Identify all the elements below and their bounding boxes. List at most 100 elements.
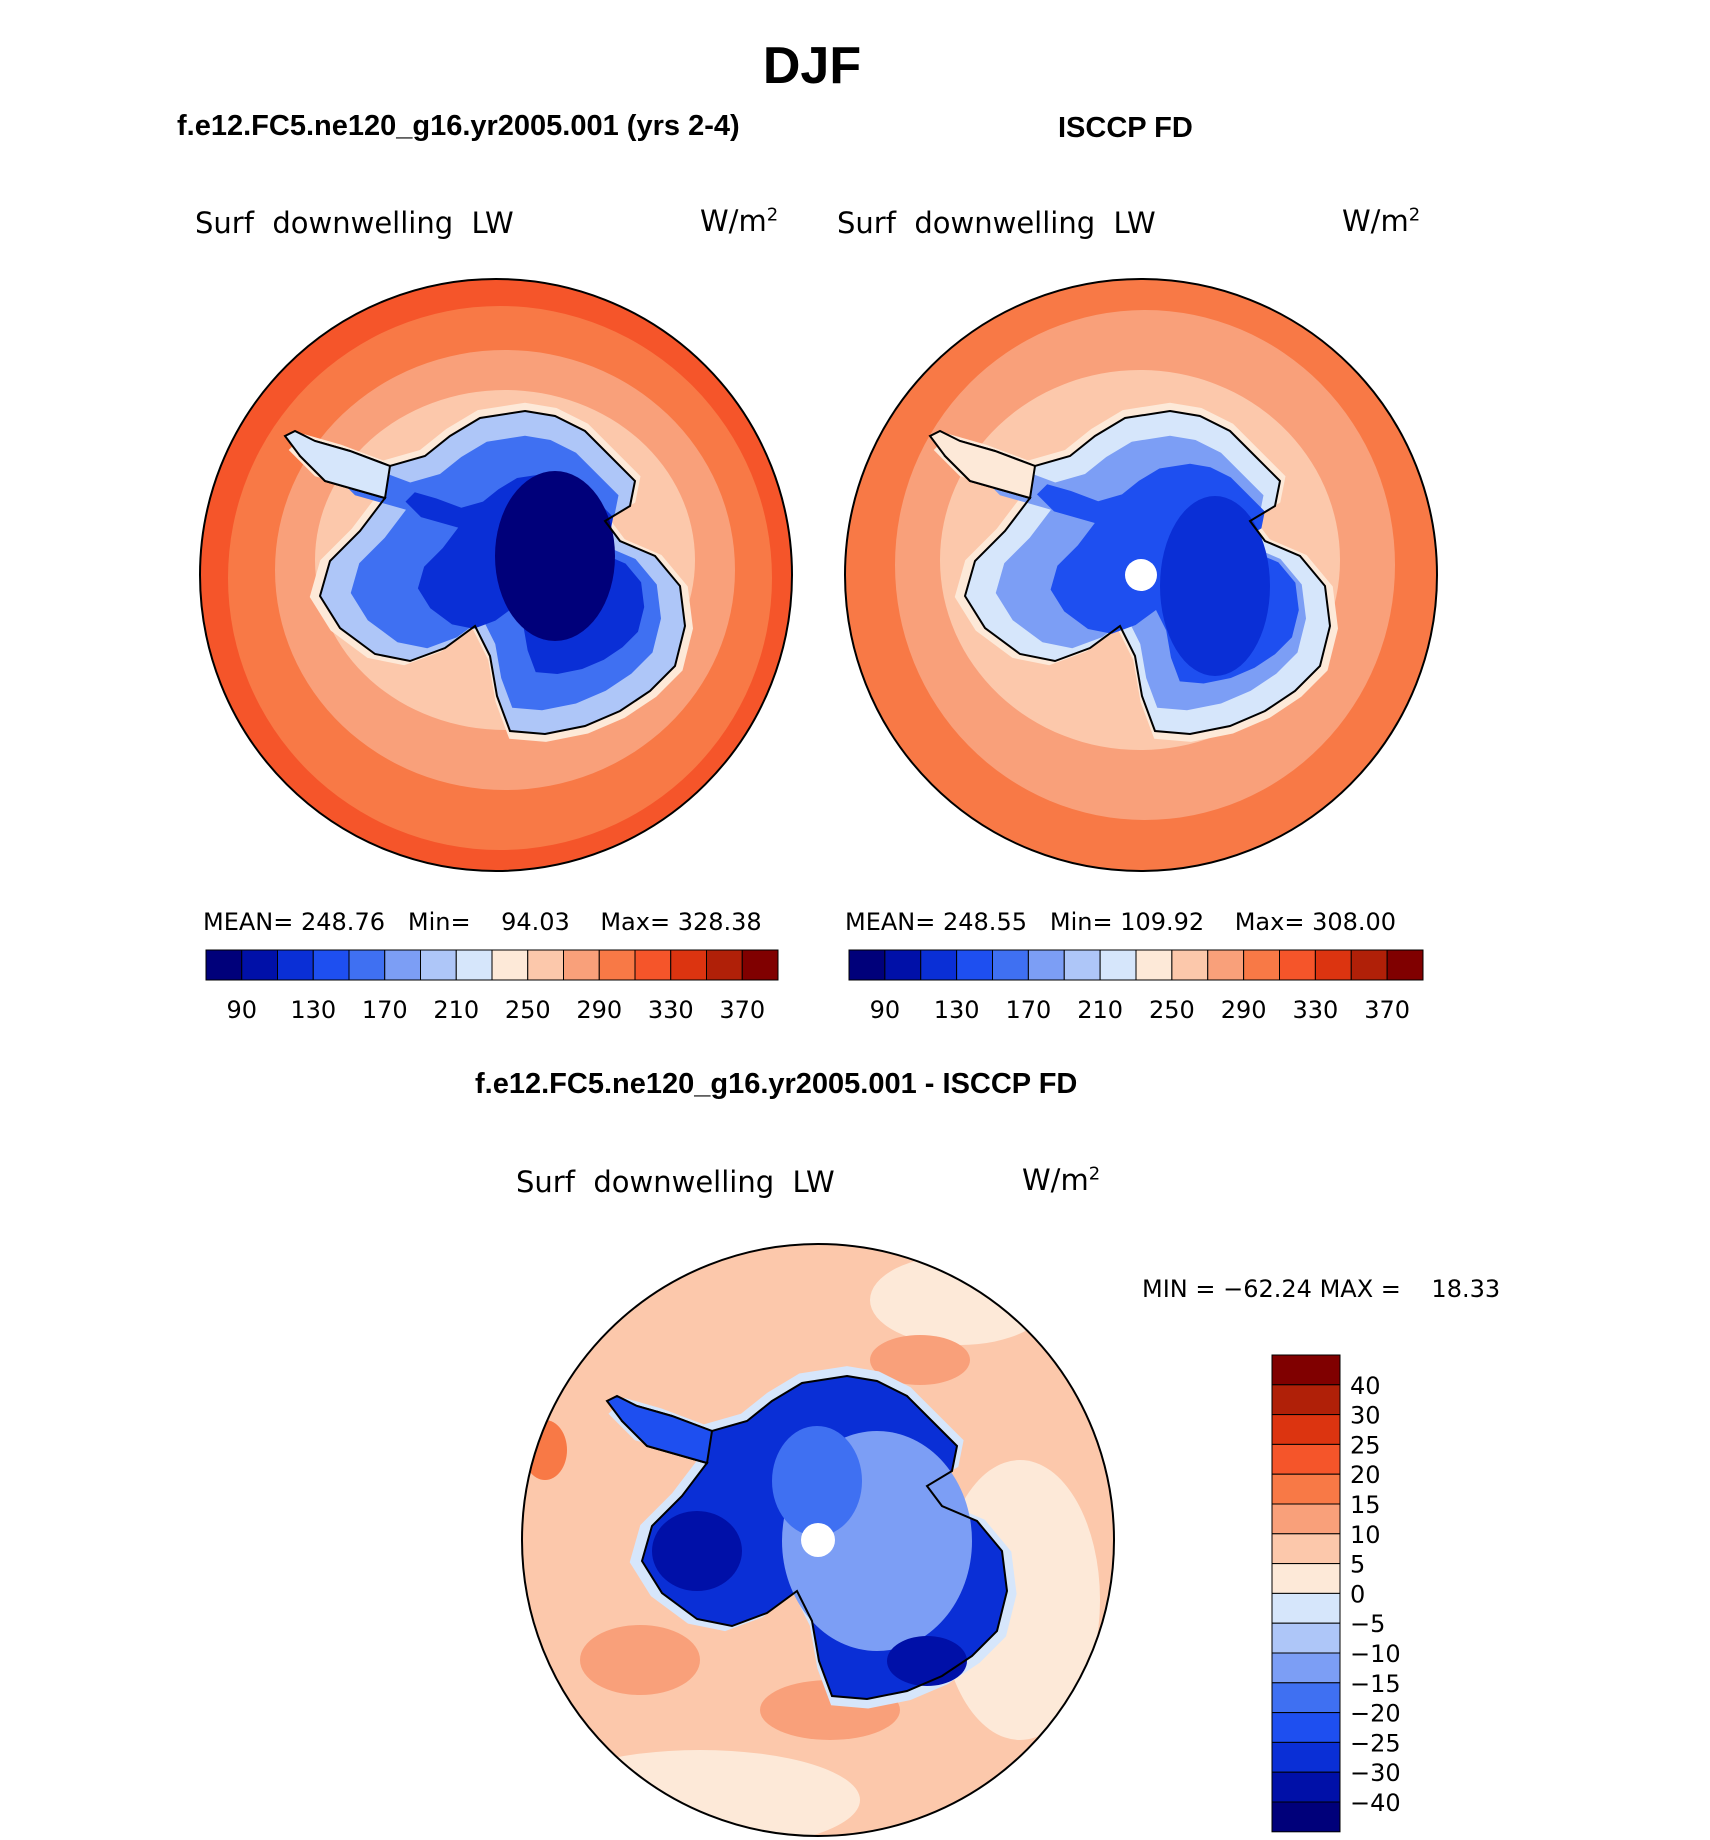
diff-units-label: W/m2 xyxy=(1022,1163,1100,1197)
diff-patch-d xyxy=(580,1625,700,1695)
diff-inland-b xyxy=(772,1426,862,1536)
model-colorbar-tick-label: 130 xyxy=(290,996,336,1024)
obs-colorbar-swatch xyxy=(1386,949,1424,981)
obs-plateau-core xyxy=(1160,496,1270,676)
diff-stats: MIN = −62.24 MAX = 18.33 xyxy=(1142,1275,1500,1303)
diff-colorbar-tick-label: −15 xyxy=(1350,1670,1401,1698)
diff-colorbar-swatch xyxy=(1271,1354,1341,1386)
diff-colorbar-swatch xyxy=(1271,1741,1341,1773)
obs-colorbar-swatch xyxy=(1243,949,1280,981)
model-units-label: W/m2 xyxy=(700,204,778,238)
obs-colorbar-swatch xyxy=(1027,949,1065,981)
diff-colorbar-tick-label: 40 xyxy=(1350,1372,1381,1400)
obs-colorbar-swatch xyxy=(1314,949,1352,981)
diff-colorbar-tick-label: 0 xyxy=(1350,1580,1365,1608)
obs-colorbar-swatch xyxy=(956,949,993,981)
diff-colorbar-tick-label: −40 xyxy=(1350,1789,1401,1817)
diff-colorbar-swatch xyxy=(1271,1414,1341,1445)
model-mean-label: MEAN= xyxy=(203,908,294,936)
obs-max-value: 308.00 xyxy=(1312,908,1397,936)
obs-colorbar-swatch xyxy=(1279,949,1316,981)
obs-map xyxy=(844,278,1438,872)
diff-colorbar-tick-label: 10 xyxy=(1350,1521,1381,1549)
model-colorbar-swatch xyxy=(491,949,529,981)
diff-colorbar-swatch xyxy=(1271,1622,1341,1654)
diff-inland-d xyxy=(887,1636,967,1686)
model-colorbar-tick-label: 290 xyxy=(576,996,622,1024)
obs-units-sup: 2 xyxy=(1408,204,1421,226)
obs-colorbar-swatch xyxy=(1207,949,1245,981)
obs-colorbar-tick-label: 210 xyxy=(1077,996,1123,1024)
model-colorbar-tick-label: 90 xyxy=(226,996,257,1024)
model-min-value: 94.03 xyxy=(501,908,570,936)
obs-colorbar-swatch xyxy=(1350,949,1388,981)
diff-max-label: MAX = xyxy=(1319,1275,1401,1303)
model-colorbar: 90 130 170 210 250 290 330 370 xyxy=(205,949,779,1024)
model-colorbar-swatch xyxy=(455,949,493,981)
diff-colorbar-tick-label: −25 xyxy=(1350,1729,1401,1757)
obs-max-label: Max= xyxy=(1234,908,1305,936)
diff-title: f.e12.FC5.ne120_g16.yr2005.001 - ISCCP F… xyxy=(475,1068,1078,1100)
model-colorbar-tick-label: 210 xyxy=(433,996,479,1024)
obs-title: ISCCP FD xyxy=(1058,112,1193,144)
model-colorbar-swatch xyxy=(563,949,600,981)
diff-colorbar-swatch xyxy=(1271,1682,1341,1714)
obs-colorbar-swatch xyxy=(1063,949,1101,981)
obs-colorbar-swatch xyxy=(1135,949,1173,981)
model-map xyxy=(199,278,793,872)
obs-colorbar-tick-label: 170 xyxy=(1005,996,1051,1024)
obs-colorbar: 90 130 170 210 250 290 330 370 xyxy=(848,949,1424,1024)
model-variable-label: Surf downwelling LW xyxy=(195,206,514,240)
model-colorbar-swatch xyxy=(706,949,743,981)
diff-inland-c xyxy=(652,1511,742,1591)
diff-colorbar-swatch xyxy=(1271,1503,1341,1535)
diff-colorbar-swatch xyxy=(1271,1473,1341,1505)
diff-colorbar-tick-label: −5 xyxy=(1350,1610,1385,1638)
obs-units-label: W/m2 xyxy=(1342,204,1420,238)
diff-units-sup: 2 xyxy=(1088,1163,1101,1185)
diff-polar-hole xyxy=(801,1523,835,1557)
diff-colorbar-tick-label: 30 xyxy=(1350,1402,1381,1430)
obs-colorbar-swatch xyxy=(884,949,922,981)
diff-colorbar-tick-label: 15 xyxy=(1350,1491,1381,1519)
obs-map-border xyxy=(844,278,1438,872)
diff-variable-label: Surf downwelling LW xyxy=(516,1165,835,1199)
model-colorbar-swatch xyxy=(205,949,243,981)
diff-colorbar-swatch xyxy=(1271,1712,1341,1743)
diff-colorbar-tick-label: 5 xyxy=(1350,1551,1365,1579)
obs-colorbar-swatch xyxy=(848,949,886,981)
model-max-value: 328.38 xyxy=(677,908,762,936)
diff-units: W/m xyxy=(1022,1163,1089,1197)
model-colorbar-swatch xyxy=(277,949,314,981)
diff-min-label: MIN = xyxy=(1142,1275,1216,1303)
diff-colorbar-swatch xyxy=(1271,1533,1341,1565)
model-map-border xyxy=(199,278,793,872)
model-plateau-core xyxy=(495,471,615,641)
diff-colorbar-tick-label: −30 xyxy=(1350,1759,1401,1787)
model-colorbar-tick-label: 250 xyxy=(505,996,551,1024)
model-colorbar-swatch xyxy=(420,949,457,981)
model-colorbar-swatch xyxy=(241,949,278,981)
model-colorbar-swatch xyxy=(741,949,779,981)
obs-units: W/m xyxy=(1342,204,1409,238)
season-title: DJF xyxy=(762,37,862,95)
diff-colorbar-swatch xyxy=(1271,1771,1341,1803)
diff-map-border xyxy=(521,1243,1115,1837)
diff-colorbar-swatch xyxy=(1271,1443,1341,1475)
model-stats: MEAN= 248.76 Min= 94.03 Max= 328.38 xyxy=(203,908,762,936)
diff-map xyxy=(521,1243,1115,1837)
obs-colorbar-swatch xyxy=(920,949,958,981)
diff-colorbar-tick-label: −10 xyxy=(1350,1640,1401,1668)
diff-colorbar-swatch xyxy=(1271,1563,1341,1594)
model-colorbar-swatch xyxy=(312,949,350,981)
diff-colorbar-swatch xyxy=(1271,1652,1341,1684)
model-colorbar-swatch xyxy=(348,949,386,981)
obs-colorbar-swatch xyxy=(1171,949,1209,981)
model-units-sup: 2 xyxy=(766,204,779,226)
obs-colorbar-tick-label: 330 xyxy=(1292,996,1338,1024)
obs-mean-value: 248.55 xyxy=(943,908,1027,936)
obs-colorbar-swatch xyxy=(1099,949,1137,981)
diff-min-value: −62.24 xyxy=(1223,1275,1312,1303)
